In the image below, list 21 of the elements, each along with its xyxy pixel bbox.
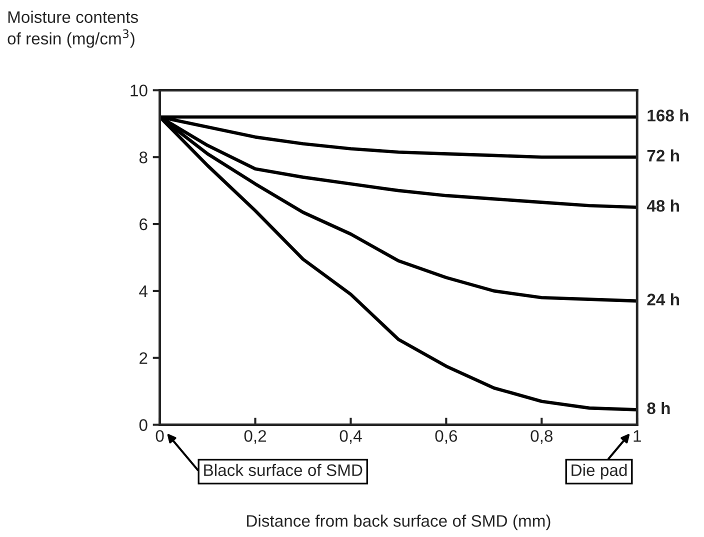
x-axis-title: Distance from back surface of SMD (mm) bbox=[247, 514, 550, 530]
y-tick-label: 0 bbox=[139, 419, 148, 431]
text: Die pad bbox=[572, 464, 627, 480]
x-tick-label: 1 bbox=[634, 430, 641, 442]
x-tick-label: 0 bbox=[156, 430, 164, 442]
text: Black surface of SMD bbox=[204, 464, 362, 476]
y-tick-label: 6 bbox=[140, 218, 148, 230]
series-label: 24 h bbox=[647, 293, 679, 306]
y-tick-label: 4 bbox=[139, 286, 148, 297]
y-tick-label: 8 bbox=[139, 152, 148, 164]
x-tick-label: 0,2 bbox=[244, 430, 266, 444]
series-label: 8 h bbox=[647, 402, 670, 414]
series-label: 48 h bbox=[646, 200, 679, 212]
series-label: 72 h bbox=[647, 149, 679, 162]
series-label: 168 h bbox=[648, 109, 688, 122]
y-axis-title: Moisture contents of resin (mg/cm$^{3}$) bbox=[8, 10, 138, 48]
x-tick-label: 0,6 bbox=[435, 430, 458, 444]
x-tick-label: 0,8 bbox=[530, 430, 553, 444]
y-tick-label: 2 bbox=[140, 352, 148, 364]
y-tick-label: 10 bbox=[130, 84, 148, 96]
x-tick-label: 0,4 bbox=[340, 430, 362, 444]
